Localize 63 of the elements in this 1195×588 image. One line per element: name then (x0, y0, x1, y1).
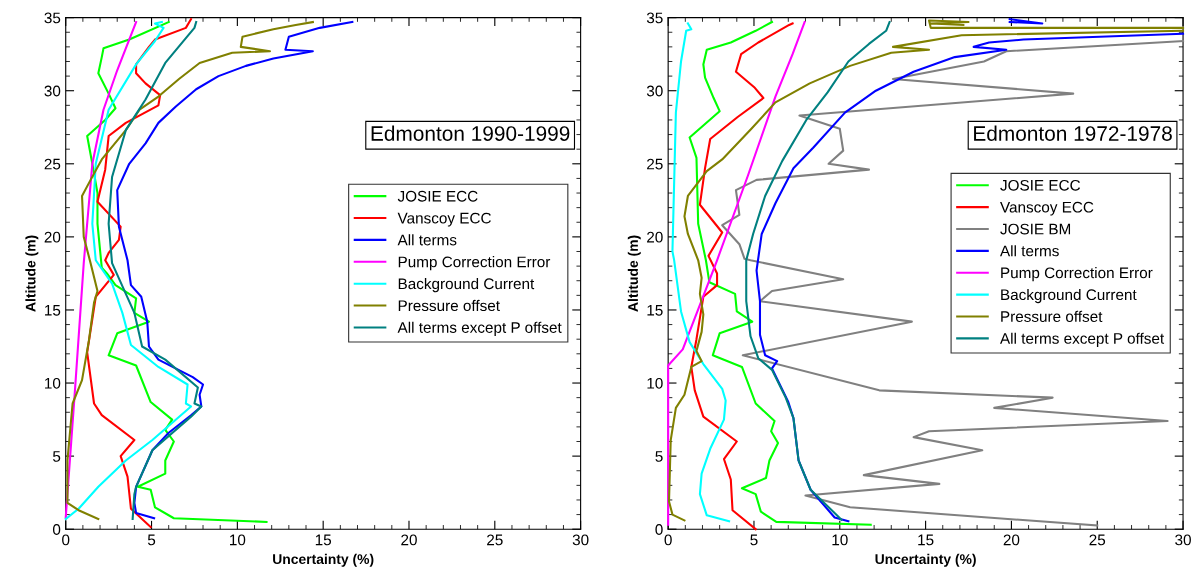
line-series (86, 20, 268, 523)
line-series (64, 20, 193, 521)
legend-label: JOSIE ECC (397, 190, 478, 202)
y-tick-label: 10 (45, 377, 61, 389)
legend-label: JOSIE ECC (1000, 179, 1081, 191)
line-series (688, 20, 872, 526)
x-tick-label: 10 (832, 534, 848, 546)
y-tick-label: 25 (44, 158, 61, 170)
legend-label: All terms except P offset (1000, 332, 1165, 347)
y-axis-title: Altitude (m) (25, 235, 39, 312)
x-tick-label: 25 (1089, 534, 1106, 546)
legend-label: All terms (1000, 245, 1059, 257)
legend-label: Vanscoy ECC (397, 212, 491, 227)
line-series (64, 20, 138, 519)
legend-label: Vanscoy ECC (1000, 201, 1094, 216)
line-series (671, 22, 731, 523)
x-tick-label: 0 (62, 534, 70, 546)
x-tick-label: 5 (147, 534, 156, 546)
legend-label: All terms except P offset (397, 321, 562, 336)
y-tick-label: 0 (52, 524, 61, 535)
y-axis-title: Altitude (m) (627, 235, 641, 312)
x-tick-label: 15 (315, 534, 332, 546)
y-tick-label: 25 (647, 158, 663, 170)
x-tick-label: 10 (230, 534, 246, 546)
x-tick-label: 5 (750, 534, 758, 546)
annotation: Edmonton 1990-1999 (371, 125, 570, 141)
legend-label: Pump Correction Error (1001, 267, 1153, 282)
legend-label: Pressure offset (1001, 310, 1103, 322)
x-tick-label: 25 (487, 534, 503, 546)
legend-label: Pump Correction Error (398, 256, 551, 271)
legend-label: Background Current (398, 277, 535, 293)
line-series (66, 20, 314, 521)
x-axis-title: Uncertainty (%) (273, 553, 374, 567)
y-tick-label: 30 (646, 85, 663, 97)
y-tick-label: 10 (647, 377, 663, 389)
y-tick-label: 15 (45, 304, 61, 316)
line-series (745, 20, 891, 521)
y-tick-label: 5 (655, 451, 663, 462)
y-tick-label: 30 (44, 85, 61, 97)
y-tick-label: 20 (647, 231, 663, 243)
x-axis-title: Uncertainty (%) (875, 553, 976, 567)
line-series (107, 20, 203, 521)
legend-label: JOSIE BM (1000, 223, 1071, 235)
legend-label: All terms (397, 234, 457, 246)
x-tick-label: 30 (572, 534, 589, 546)
x-tick-label: 0 (664, 534, 672, 546)
y-tick-label: 15 (647, 304, 663, 316)
line-series (667, 20, 806, 526)
x-tick-label: 30 (1175, 534, 1191, 546)
x-tick-label: 20 (401, 534, 417, 546)
line-series (86, 18, 193, 529)
annotation: Edmonton 1972-1978 (974, 125, 1172, 141)
line-series (116, 20, 354, 520)
legend-label: Background Current (1001, 288, 1137, 304)
y-tick-label: 20 (44, 231, 61, 243)
y-tick-label: 35 (44, 12, 61, 24)
y-tick-label: 35 (646, 12, 663, 24)
legend-label: Pressure offset (398, 299, 500, 312)
line-series (690, 22, 794, 531)
y-tick-label: 0 (655, 524, 663, 535)
x-tick-label: 20 (1003, 534, 1020, 546)
y-tick-label: 5 (52, 451, 61, 462)
x-tick-label: 15 (918, 534, 934, 546)
